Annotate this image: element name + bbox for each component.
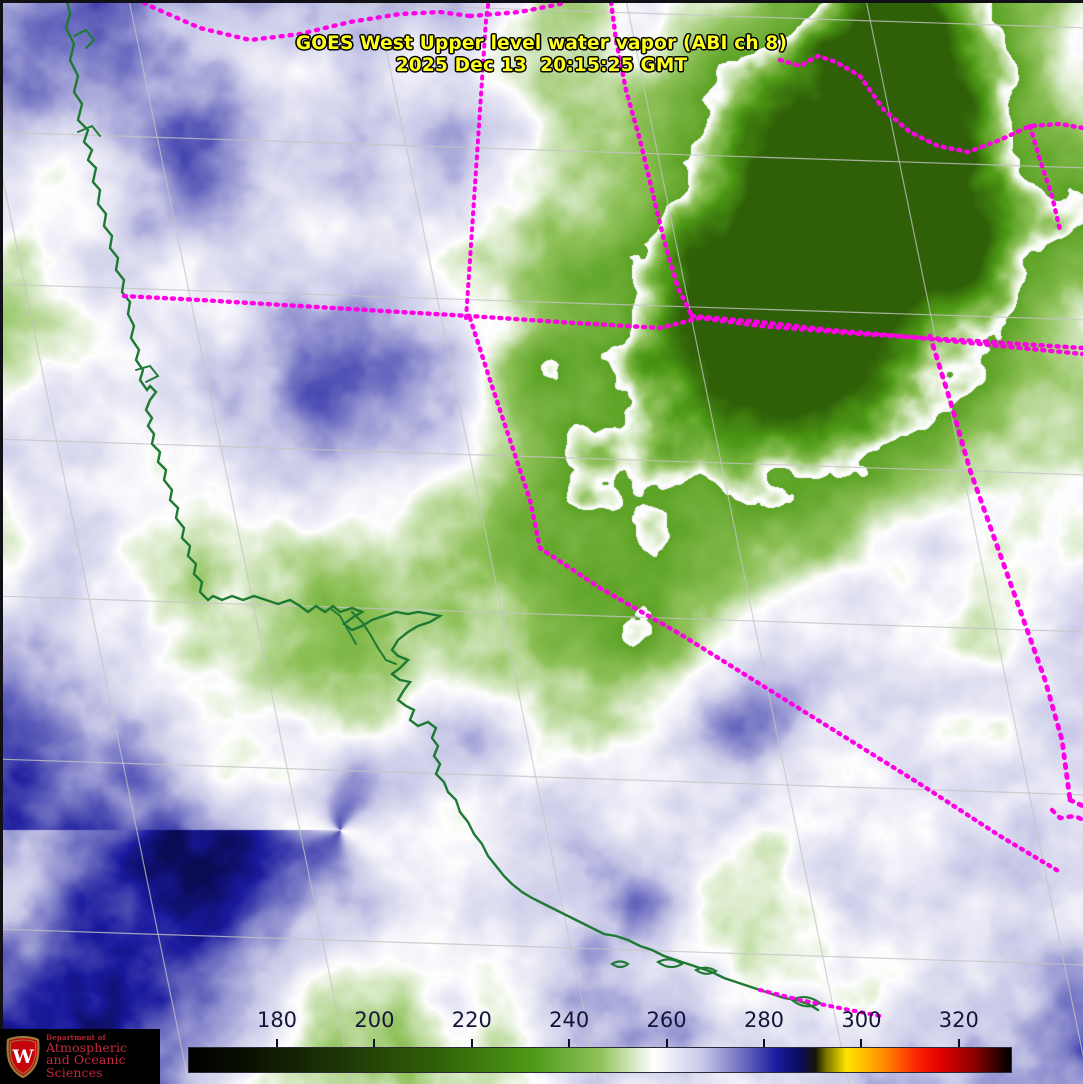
map-path xyxy=(927,333,1073,803)
logo-oceanic-line: and Oceanic Sciences xyxy=(46,1052,126,1080)
map-path xyxy=(219,0,1083,29)
map-path xyxy=(656,958,684,969)
map-path xyxy=(0,758,1083,796)
pacific-coastline xyxy=(64,0,822,1012)
colorbar-tick-label: 240 xyxy=(549,1008,590,1032)
map-path xyxy=(64,0,820,1012)
state-political-borders xyxy=(121,0,1083,1018)
map-path xyxy=(1067,797,1083,809)
colorbar xyxy=(188,1047,1012,1073)
colorbar-gradient xyxy=(188,1047,1012,1073)
map-path xyxy=(0,283,1083,321)
map-path xyxy=(1049,807,1083,823)
colorbar-tick-label: 260 xyxy=(646,1008,687,1032)
map-path xyxy=(464,0,491,320)
uw-crest-icon: W xyxy=(5,1035,41,1079)
map-path xyxy=(351,611,397,665)
colorbar-tick-label: 220 xyxy=(451,1008,492,1032)
map-path xyxy=(128,0,353,1084)
map-path xyxy=(329,607,357,645)
map-path xyxy=(0,928,1083,966)
colorbar-tick-label: 180 xyxy=(256,1008,298,1032)
map-path xyxy=(610,960,630,969)
map-path xyxy=(777,53,1083,155)
colorbar-tick xyxy=(373,1039,376,1048)
uw-aos-logo: W Department of Atmospheric and Oceanic … xyxy=(0,1029,160,1084)
map-path xyxy=(693,966,719,975)
map-path xyxy=(0,595,1083,633)
map-path xyxy=(1027,123,1063,233)
colorbar-ticks xyxy=(188,1039,1012,1048)
map-path xyxy=(790,996,822,1008)
colorbar-tick-label: 280 xyxy=(743,1008,785,1032)
map-path xyxy=(77,124,101,137)
map-path xyxy=(689,313,1083,357)
colorbar-tick-label: 320 xyxy=(938,1008,979,1032)
colorbar-tick-label: 300 xyxy=(841,1008,882,1032)
colorbar-tick xyxy=(276,1039,278,1048)
colorbar-tick xyxy=(665,1039,668,1048)
colorbar-tick xyxy=(568,1039,571,1048)
logo-dept-line: Department of xyxy=(46,1032,106,1042)
map-path xyxy=(865,0,1083,1058)
map-path xyxy=(73,28,96,49)
colorbar-tick-label: 200 xyxy=(354,1008,395,1032)
colorbar-tick xyxy=(470,1039,473,1048)
map-path xyxy=(0,131,1083,169)
map-path xyxy=(467,0,572,19)
colorbar-tick-labels: 180 200 220 240 260 280 300 320 xyxy=(0,1008,1083,1036)
map-path xyxy=(758,988,882,1018)
map-path xyxy=(467,315,1063,875)
colorbar-tick xyxy=(763,1039,765,1048)
svg-text:W: W xyxy=(11,1046,34,1068)
map-path xyxy=(0,438,1083,476)
map-path xyxy=(625,0,850,1084)
colorbar-tick xyxy=(957,1039,960,1048)
logo-atmospheric-line: Atmospheric xyxy=(46,1039,128,1055)
map-path xyxy=(135,364,160,383)
map-path xyxy=(0,162,190,1084)
map-path xyxy=(375,0,600,1084)
map-path xyxy=(608,0,695,319)
uw-aos-logo-text: Department of Atmospheric and Oceanic Sc… xyxy=(46,1034,160,1080)
map-path xyxy=(134,0,473,43)
colorbar-tick xyxy=(860,1039,863,1048)
